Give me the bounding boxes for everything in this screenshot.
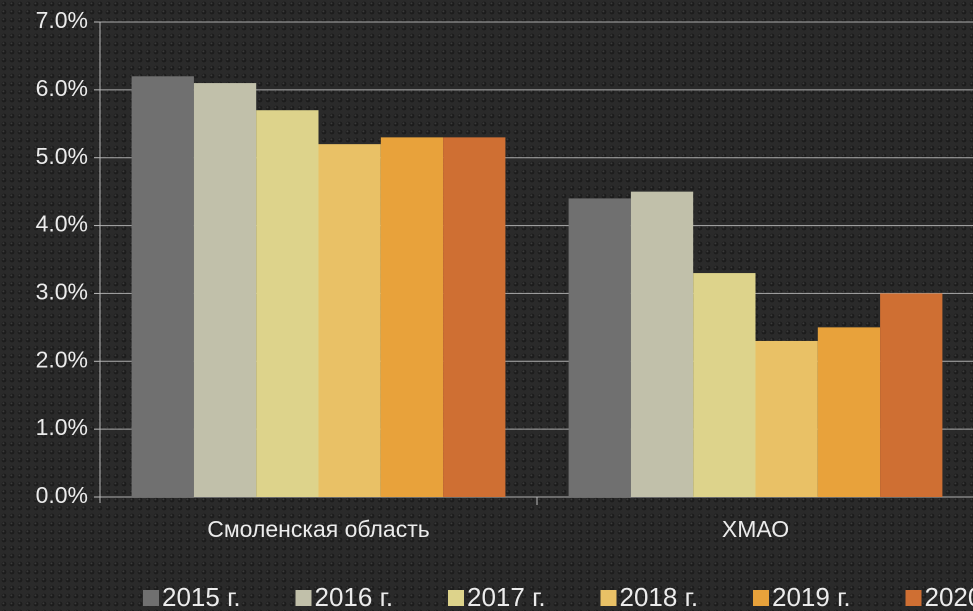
bar — [256, 110, 319, 497]
bar — [568, 198, 631, 497]
y-tick-label: 4.0% — [36, 211, 88, 237]
y-tick-label: 1.0% — [36, 414, 88, 440]
y-tick-label: 3.0% — [36, 279, 88, 305]
legend-swatch — [905, 590, 922, 606]
bar — [380, 137, 444, 497]
bar — [880, 293, 943, 497]
bar — [630, 191, 694, 497]
y-tick-label: 7.0% — [36, 7, 88, 33]
bar — [693, 273, 756, 497]
legend-label: 2020 г. — [925, 582, 973, 611]
bar — [318, 144, 381, 497]
legend-swatch — [448, 590, 464, 606]
x-tick-label: ХМАО — [722, 516, 789, 542]
legend-label: 2015 г. — [162, 582, 241, 611]
legend-label: 2017 г. — [467, 582, 546, 611]
bar — [443, 137, 506, 497]
bar — [755, 340, 818, 497]
y-tick-label: 2.0% — [36, 346, 88, 372]
bar — [193, 83, 257, 498]
legend-swatch — [753, 590, 769, 606]
legend-swatch — [600, 590, 617, 606]
legend-label: 2019 г. — [772, 582, 851, 611]
y-tick-label: 0.0% — [36, 482, 88, 508]
x-tick-label: Смоленская область — [207, 516, 430, 542]
legend-swatch — [143, 590, 159, 606]
y-tick-label: 6.0% — [36, 75, 88, 101]
legend-label: 2016 г. — [315, 582, 394, 611]
legend-swatch — [295, 590, 312, 606]
bar — [817, 327, 881, 497]
legend-label: 2018 г. — [620, 582, 699, 611]
y-tick-label: 5.0% — [36, 143, 88, 169]
bar — [131, 76, 194, 498]
